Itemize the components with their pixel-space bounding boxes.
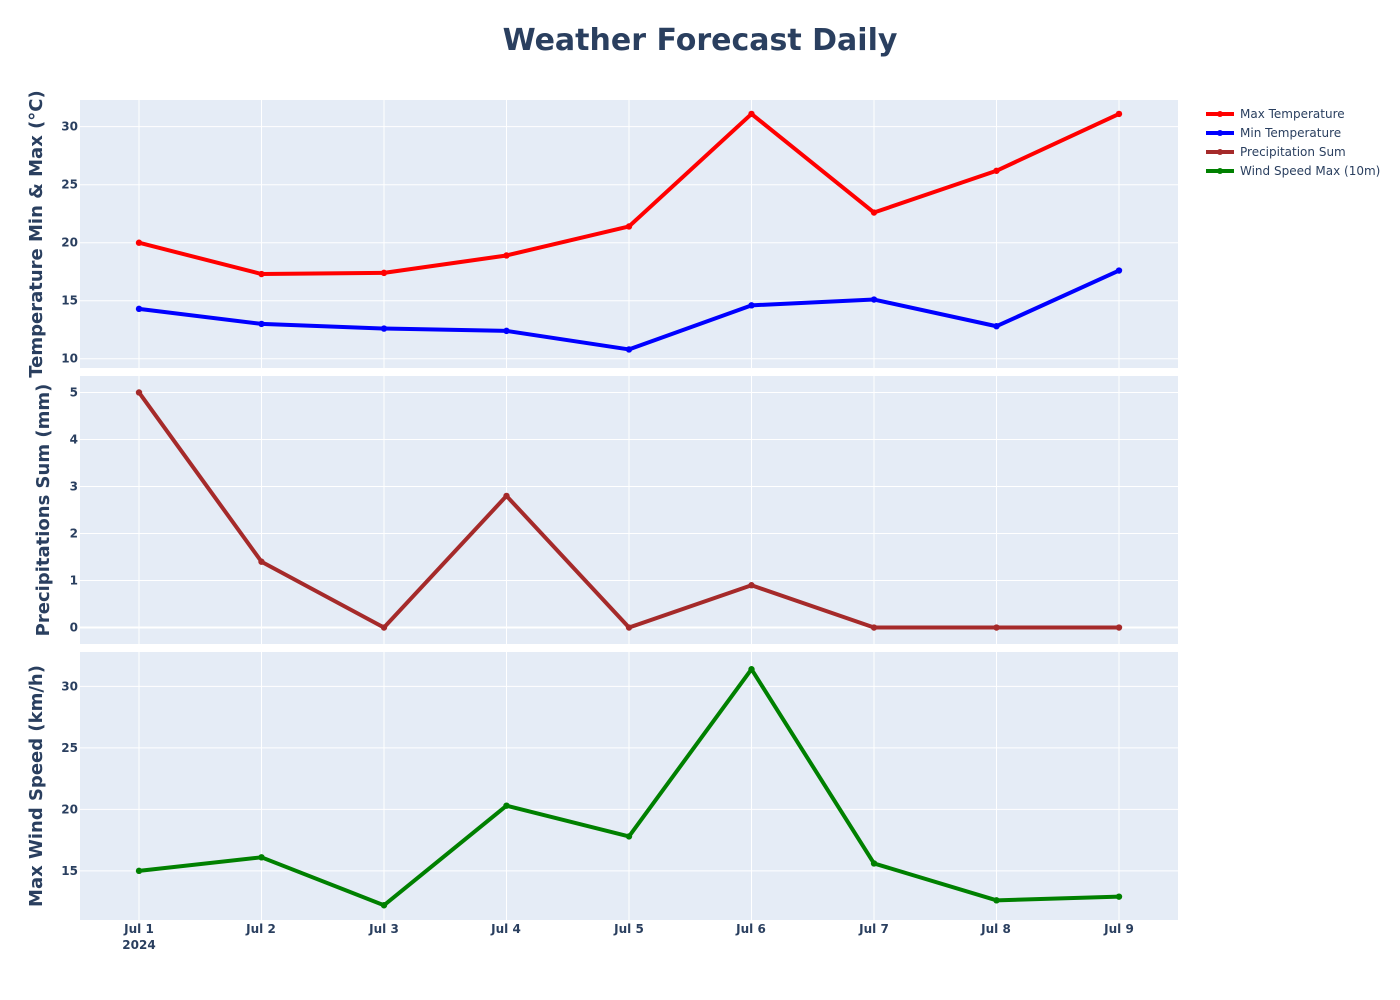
y-tick-label: 15	[61, 864, 78, 878]
data-point-min-temperature	[135, 305, 143, 313]
panel-wind-speed: 15 20 25 30	[61, 652, 1178, 920]
legend-label-wind-speed-max: Wind Speed Max (10m)	[1240, 164, 1380, 178]
x-tick-label: Jul 7	[858, 922, 889, 936]
data-point-wind-speed-max-10m	[380, 902, 388, 909]
y-tick-label: 25	[61, 178, 78, 192]
y-axis-label-precipitation: Precipitations Sum (mm)	[33, 384, 54, 637]
data-point-precipitation-sum	[1115, 624, 1123, 631]
y-tick-label: 30	[61, 679, 78, 693]
y-tick-label: 30	[61, 120, 78, 134]
x-tick-label: Jul 3	[368, 922, 399, 936]
data-point-min-temperature	[625, 346, 633, 353]
y-axis-label-wind-speed: Max Wind Speed (km/h)	[26, 665, 47, 907]
y-tick-label: 1	[70, 574, 78, 588]
data-point-wind-speed-max-10m	[1115, 893, 1123, 900]
panel-temperature: 10 15 20 25 30	[61, 100, 1178, 368]
data-point-max-temperature	[748, 110, 755, 118]
data-point-precipitation-sum	[748, 582, 755, 589]
chart-title: Weather Forecast Daily	[503, 23, 898, 58]
legend-label-min-temperature: Min Temperature	[1240, 126, 1341, 140]
x-axis-ticks: Jul 1 Jul 2 Jul 3 Jul 4 Jul 5 Jul 6 Jul …	[122, 922, 1134, 952]
data-point-max-temperature	[503, 252, 510, 259]
data-point-precipitation-sum	[993, 624, 1000, 631]
data-point-max-temperature	[993, 167, 1000, 174]
data-point-min-temperature	[258, 320, 265, 328]
data-point-wind-speed-max-10m	[993, 897, 1000, 904]
data-point-wind-speed-max-10m	[748, 666, 755, 673]
data-point-precipitation-sum	[870, 624, 878, 631]
legend-item-precipitation-sum[interactable]: Precipitation Sum	[1206, 145, 1346, 159]
data-point-precipitation-sum	[135, 389, 143, 396]
y-tick-label: 25	[61, 741, 78, 755]
legend-item-min-temperature[interactable]: Min Temperature	[1206, 126, 1341, 140]
y-axis-label-temperature: Temperature Min & Max (°C)	[26, 90, 47, 377]
data-point-max-temperature	[625, 223, 633, 230]
data-point-precipitation-sum	[258, 558, 265, 565]
x-tick-label: Jul 4	[490, 922, 521, 936]
data-point-min-temperature	[993, 323, 1000, 330]
y-tick-label: 20	[61, 236, 78, 250]
data-point-min-temperature	[870, 296, 878, 303]
y-tick-label: 5	[70, 385, 78, 399]
data-point-min-temperature	[748, 302, 755, 309]
y-tick-label: 3	[70, 479, 78, 493]
data-point-min-temperature	[503, 327, 510, 335]
panel-precipitation: 0 1 2 3 4 5	[70, 376, 1178, 644]
data-point-min-temperature	[380, 325, 388, 332]
data-point-max-temperature	[380, 269, 388, 277]
x-tick-label: Jul 9	[1103, 922, 1134, 936]
legend-marker-min-temperature	[1217, 130, 1223, 136]
legend: Max Temperature Min Temperature Precipit…	[1206, 107, 1380, 178]
legend-marker-wind-speed-max	[1217, 168, 1223, 174]
data-point-wind-speed-max-10m	[870, 860, 878, 867]
legend-label-max-temperature: Max Temperature	[1240, 107, 1345, 121]
y-tick-label: 2	[70, 527, 78, 541]
data-point-wind-speed-max-10m	[625, 833, 633, 840]
data-point-max-temperature	[135, 239, 143, 246]
legend-marker-max-temperature	[1217, 111, 1223, 117]
x-tick-year-label: 2024	[122, 938, 155, 952]
data-point-precipitation-sum	[503, 492, 510, 500]
data-point-wind-speed-max-10m	[135, 867, 143, 875]
y-tick-label: 20	[61, 802, 78, 816]
data-point-max-temperature	[258, 270, 265, 278]
legend-item-wind-speed-max[interactable]: Wind Speed Max (10m)	[1206, 164, 1380, 178]
data-point-wind-speed-max-10m	[258, 854, 265, 861]
y-tick-label: 0	[70, 621, 78, 635]
x-tick-label: Jul 2	[245, 922, 276, 936]
y-tick-label: 10	[61, 352, 78, 366]
data-point-max-temperature	[1115, 110, 1123, 118]
x-tick-label: Jul 5	[613, 922, 644, 936]
legend-marker-precipitation-sum	[1217, 149, 1223, 155]
data-point-min-temperature	[1115, 267, 1123, 274]
legend-item-max-temperature[interactable]: Max Temperature	[1206, 107, 1345, 121]
y-tick-label: 4	[70, 432, 78, 446]
data-point-max-temperature	[870, 209, 878, 216]
x-tick-label: Jul 6	[735, 922, 766, 936]
x-tick-label: Jul 8	[980, 922, 1011, 936]
data-point-precipitation-sum	[625, 624, 633, 631]
chart-panels: 10 15 20 25 30 0 1 2 3 4 5 15 20 25 30	[61, 100, 1178, 920]
legend-label-precipitation-sum: Precipitation Sum	[1240, 145, 1346, 159]
data-point-wind-speed-max-10m	[503, 802, 510, 809]
y-tick-label: 15	[61, 294, 78, 308]
data-point-precipitation-sum	[380, 624, 388, 631]
x-tick-label: Jul 1	[123, 922, 154, 936]
